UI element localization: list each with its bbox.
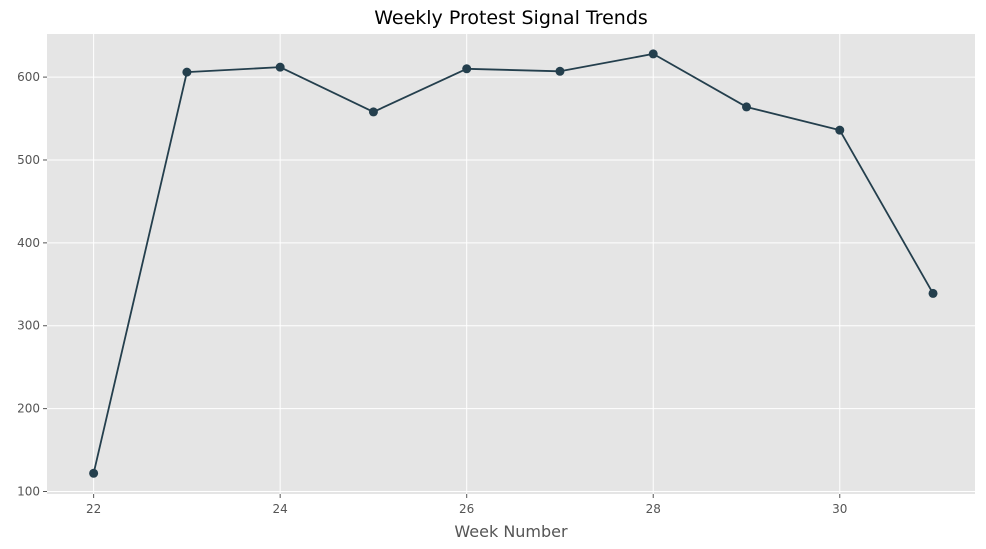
data-point	[928, 288, 938, 298]
data-point	[182, 67, 192, 77]
series-layer	[89, 49, 938, 478]
x-tick-label: 28	[646, 502, 661, 516]
y-tick-label: 300	[17, 319, 40, 333]
y-tick-label: 100	[17, 485, 40, 499]
y-axis-ticks: 100 200 300 400 500 600	[17, 70, 47, 499]
data-point	[648, 49, 658, 59]
y-tick-label: 400	[17, 236, 40, 250]
x-tick-label: 30	[832, 502, 847, 516]
data-point	[741, 102, 751, 112]
y-tick-label: 500	[17, 153, 40, 167]
y-tick-label: 600	[17, 70, 40, 84]
x-tick-label: 24	[273, 502, 288, 516]
x-axis-ticks: 22 24 26 28 30	[86, 494, 847, 516]
data-point	[555, 66, 565, 76]
x-tick-label: 22	[86, 502, 101, 516]
y-tick-label: 200	[17, 402, 40, 416]
series-line	[92, 52, 934, 474]
data-point	[835, 125, 845, 135]
data-point	[462, 64, 472, 74]
data-point	[368, 107, 378, 117]
plot-area-background	[47, 34, 975, 494]
data-point	[275, 62, 285, 72]
chart-title: Weekly Protest Signal Trends	[374, 7, 648, 29]
x-axis-title: Week Number	[454, 522, 568, 541]
x-tick-label: 26	[459, 502, 474, 516]
grid-lines	[47, 34, 975, 494]
data-point	[89, 468, 99, 478]
